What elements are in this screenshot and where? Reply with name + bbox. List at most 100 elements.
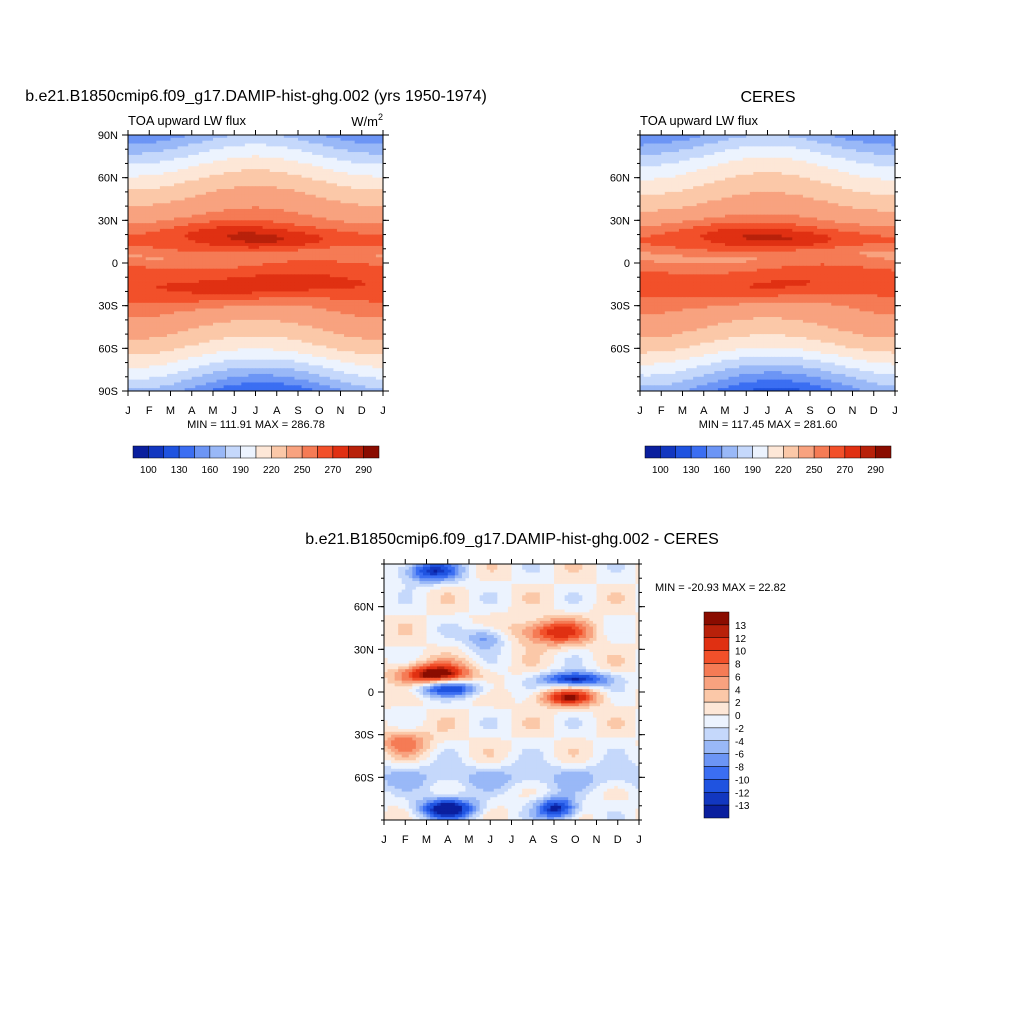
field-cell (259, 317, 263, 321)
field-cell (230, 214, 235, 218)
field-cell (266, 317, 271, 321)
field-cell (145, 237, 150, 241)
field-cell (234, 294, 239, 298)
field-cell (344, 206, 348, 210)
field-cell (135, 265, 140, 270)
field-cell (269, 299, 274, 304)
field-cell (269, 174, 274, 179)
field-cell (170, 197, 175, 201)
field-cell (223, 149, 228, 153)
field-cell (166, 189, 171, 193)
field-cell (248, 191, 253, 196)
field-cell (368, 140, 373, 144)
field-cell (372, 157, 377, 161)
field-cell (152, 305, 157, 309)
field-cell (152, 260, 157, 264)
field-cell (365, 285, 370, 289)
field-cell (368, 149, 373, 153)
field-cell (262, 157, 267, 161)
field-cell (213, 297, 217, 301)
field-cell (298, 200, 302, 204)
field-cell (319, 191, 324, 196)
field-cell (333, 299, 338, 304)
field-cell (152, 254, 157, 258)
field-cell (237, 189, 242, 193)
field-cell (283, 254, 288, 258)
field-cell (365, 220, 370, 224)
field-cell (276, 177, 281, 181)
field-cell (209, 191, 214, 196)
field-cell (170, 160, 175, 164)
field-cell (305, 149, 310, 153)
field-cell (198, 317, 203, 321)
field-cell (372, 171, 377, 176)
field-cell (319, 169, 324, 173)
field-cell (308, 169, 313, 173)
field-cell (184, 177, 189, 181)
field-cell (170, 226, 175, 230)
field-cell (287, 163, 292, 167)
field-cell (195, 274, 200, 278)
field-cell (290, 234, 295, 238)
field-cell (152, 191, 157, 196)
field-cell (213, 211, 217, 216)
field-cell (294, 257, 299, 261)
field-cell (135, 274, 140, 278)
field-cell (251, 211, 256, 216)
field-cell (375, 314, 380, 318)
field-cell (365, 274, 370, 278)
field-cell (375, 260, 380, 264)
field-cell (223, 240, 228, 244)
field-cell (276, 234, 281, 238)
field-cell (301, 180, 306, 184)
field-cell (298, 294, 302, 298)
field-cell (255, 186, 260, 190)
field-cell (174, 285, 178, 289)
field-cell (216, 257, 221, 261)
field-cell (184, 280, 189, 284)
field-cell (351, 214, 356, 218)
field-cell (159, 163, 164, 167)
field-cell (276, 260, 281, 264)
field-cell (142, 174, 147, 179)
field-cell (191, 294, 196, 298)
field-cell (333, 137, 338, 142)
field-cell (188, 206, 193, 210)
field-cell (166, 174, 171, 179)
field-cell (287, 302, 292, 307)
field-cell (131, 191, 136, 196)
field-cell (230, 308, 235, 312)
field-cell (181, 177, 186, 181)
field-cell (333, 149, 338, 153)
field-cell (255, 268, 260, 272)
field-cell (375, 194, 380, 198)
field-cell (372, 314, 377, 318)
field-cell (336, 174, 341, 179)
field-cell (294, 197, 299, 201)
field-cell (305, 180, 310, 184)
field-cell (220, 152, 225, 156)
field-cell (276, 248, 281, 253)
field-cell (159, 268, 164, 272)
field-cell (191, 328, 196, 332)
field-cell (181, 137, 186, 142)
field-cell (255, 149, 260, 153)
field-cell (372, 143, 377, 147)
field-cell (234, 291, 239, 295)
field-cell (259, 166, 263, 170)
field-cell (351, 166, 356, 170)
field-cell (262, 265, 267, 270)
field-cell (361, 317, 366, 321)
field-cell (209, 297, 214, 301)
field-cell (191, 211, 196, 216)
field-cell (216, 240, 221, 244)
field-cell (198, 208, 203, 213)
field-cell (368, 208, 373, 213)
field-cell (372, 180, 377, 184)
field-cell (149, 166, 154, 170)
field-cell (213, 214, 217, 218)
field-cell (131, 302, 136, 307)
field-cell (174, 206, 178, 210)
field-cell (262, 143, 267, 147)
field-cell (156, 288, 161, 292)
